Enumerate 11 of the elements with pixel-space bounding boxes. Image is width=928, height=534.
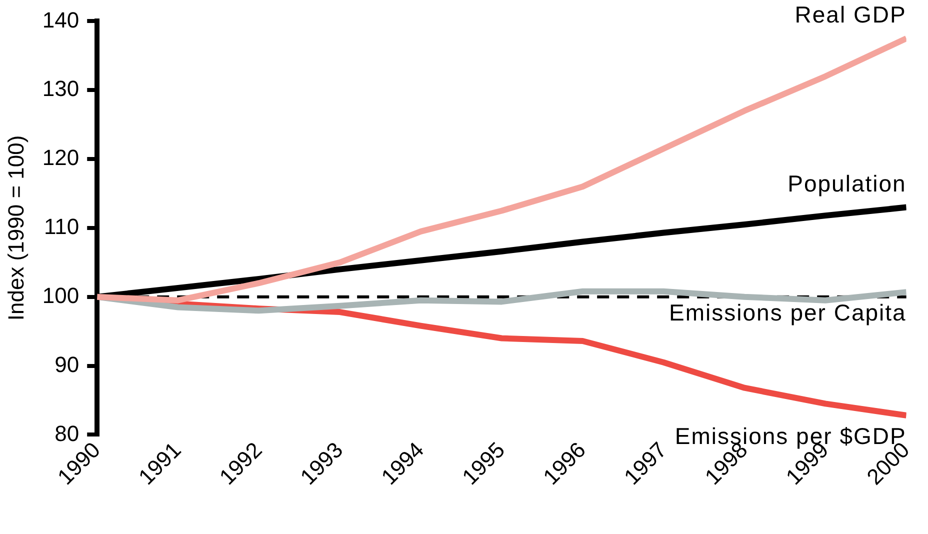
series-label: Population bbox=[788, 170, 906, 196]
y-tick-label: 100 bbox=[42, 282, 80, 308]
y-tick-label: 120 bbox=[42, 145, 80, 170]
y-tick-label: 140 bbox=[42, 7, 80, 32]
y-tick-label: 110 bbox=[44, 214, 80, 240]
y-axis-title: Index (1990 = 100) bbox=[3, 135, 28, 321]
y-tick-label: 80 bbox=[54, 420, 80, 446]
y-tick-label: 130 bbox=[42, 76, 80, 102]
series-label: Real GDP bbox=[794, 1, 906, 28]
series-label: Emissions per Capita bbox=[669, 299, 906, 326]
y-tick-label: 90 bbox=[54, 352, 80, 377]
